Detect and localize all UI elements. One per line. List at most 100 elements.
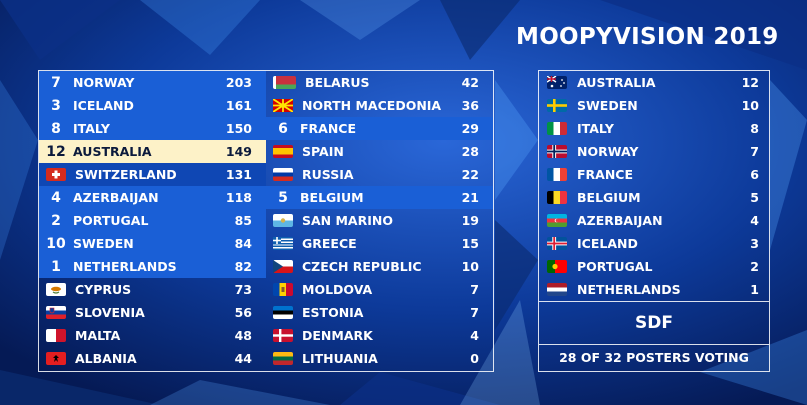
- russia-flag-icon: [273, 168, 293, 181]
- total-score: 149: [225, 144, 252, 159]
- total-score: 29: [461, 121, 479, 136]
- total-score: 19: [461, 213, 479, 228]
- vote-points: 2: [750, 259, 759, 274]
- list-item: GREECE 15: [266, 232, 493, 255]
- total-score: 10: [461, 259, 479, 274]
- country-name: ITALY: [73, 121, 110, 136]
- cyprus-flag-icon: [46, 283, 66, 296]
- country-name: CZECH REPUBLIC: [302, 259, 422, 274]
- list-item: NETHERLANDS 1: [539, 278, 769, 301]
- total-score: 82: [234, 259, 252, 274]
- list-item: 10 SWEDEN 84: [39, 232, 266, 255]
- awarded-points: 12: [46, 143, 66, 160]
- list-item: NORWAY 7: [539, 140, 769, 163]
- awarded-points: 2: [51, 212, 61, 229]
- list-item: ITALY 8: [539, 117, 769, 140]
- spain-flag-icon: [273, 145, 293, 158]
- total-score: 131: [225, 167, 252, 182]
- voter-name: SDF: [635, 313, 673, 333]
- iceland-flag-icon: [547, 237, 567, 250]
- scoreboard: 7 NORWAY 203 3 ICELAND 161 8 ITALY 150 1…: [38, 70, 494, 372]
- total-score: 56: [234, 305, 252, 320]
- total-score: 4: [470, 328, 479, 343]
- country-name: LITHUANIA: [302, 351, 378, 366]
- belarus-flag-icon: [273, 76, 296, 89]
- total-score: 42: [461, 75, 479, 90]
- vote-points: 7: [750, 144, 759, 159]
- country-name: SPAIN: [302, 144, 344, 159]
- france-flag-icon: [547, 168, 567, 181]
- awarded-points: 6: [278, 120, 288, 137]
- awarded-points: 3: [51, 97, 61, 114]
- total-score: 0: [470, 351, 479, 366]
- country-name: PORTUGAL: [577, 259, 653, 274]
- list-item: ICELAND 3: [539, 232, 769, 255]
- moldova-flag-icon: [273, 283, 293, 296]
- country-name: AUSTRALIA: [577, 75, 656, 90]
- total-score: 48: [234, 328, 252, 343]
- total-score: 85: [234, 213, 252, 228]
- country-name: AUSTRALIA: [73, 144, 152, 159]
- list-item: RUSSIA 22: [266, 163, 493, 186]
- country-name: BELGIUM: [300, 190, 364, 205]
- list-item: 8 ITALY 150: [39, 117, 266, 140]
- total-score: 84: [234, 236, 252, 251]
- total-score: 22: [461, 167, 479, 182]
- country-name: NORWAY: [577, 144, 639, 159]
- slovenia-flag-icon: [46, 306, 66, 319]
- list-item: SLOVENIA 56: [39, 301, 266, 324]
- total-score: 150: [225, 121, 252, 136]
- greece-flag-icon: [273, 237, 293, 250]
- albania-flag-icon: [46, 352, 66, 365]
- list-item: PORTUGAL 2: [539, 255, 769, 278]
- norway-flag-icon: [547, 145, 567, 158]
- awarded-points: 7: [51, 74, 61, 91]
- vote-points: 5: [750, 190, 759, 205]
- vote-points: 12: [741, 75, 759, 90]
- country-name: SWITZERLAND: [75, 167, 177, 182]
- sweden-flag-icon: [547, 99, 567, 112]
- country-name: SWEDEN: [577, 98, 638, 113]
- country-name: AZERBAIJAN: [577, 213, 663, 228]
- vote-points: 3: [750, 236, 759, 251]
- estonia-flag-icon: [273, 306, 293, 319]
- country-name: AZERBAIJAN: [73, 190, 159, 205]
- switzerland-flag-icon: [46, 168, 66, 181]
- awarded-points: 5: [278, 189, 288, 206]
- country-name: SAN MARINO: [302, 213, 393, 228]
- total-score: 44: [234, 351, 252, 366]
- country-name: ITALY: [577, 121, 614, 136]
- total-score: 118: [225, 190, 252, 205]
- list-item: BELGIUM 5: [539, 186, 769, 209]
- list-item: 7 NORWAY 203: [39, 71, 266, 94]
- list-item: LITHUANIA 0: [266, 347, 493, 370]
- total-score: 36: [461, 98, 479, 113]
- total-score: 21: [461, 190, 479, 205]
- list-item: SWEDEN 10: [539, 94, 769, 117]
- country-name: MOLDOVA: [302, 282, 373, 297]
- list-item: DENMARK 4: [266, 324, 493, 347]
- total-score: 161: [225, 98, 252, 113]
- vote-points: 1: [750, 282, 759, 297]
- voting-panel: AUSTRALIA 12 SWEDEN 10 ITALY 8 NORWAY 7 …: [538, 70, 770, 372]
- list-item: CYPRUS 73: [39, 278, 266, 301]
- belgium-flag-icon: [547, 191, 567, 204]
- list-item-highlighted: 12 AUSTRALIA 149: [39, 140, 266, 163]
- list-item: SAN MARINO 19: [266, 209, 493, 232]
- country-name: ICELAND: [577, 236, 638, 251]
- country-name: NETHERLANDS: [73, 259, 177, 274]
- voting-status: 28 OF 32 POSTERS VOTING: [559, 350, 749, 365]
- total-score: 7: [470, 305, 479, 320]
- awarded-points: 10: [46, 235, 66, 252]
- country-name: GREECE: [302, 236, 357, 251]
- azerbaijan-flag-icon: [547, 214, 567, 227]
- list-item: BELARUS 42: [266, 71, 493, 94]
- total-score: 15: [461, 236, 479, 251]
- italy-flag-icon: [547, 122, 567, 135]
- list-item: ESTONIA 7: [266, 301, 493, 324]
- list-item: FRANCE 6: [539, 163, 769, 186]
- list-item: ALBANIA 44: [39, 347, 266, 370]
- lithuania-flag-icon: [273, 352, 293, 365]
- north-macedonia-flag-icon: [272, 98, 294, 113]
- country-name: ESTONIA: [302, 305, 364, 320]
